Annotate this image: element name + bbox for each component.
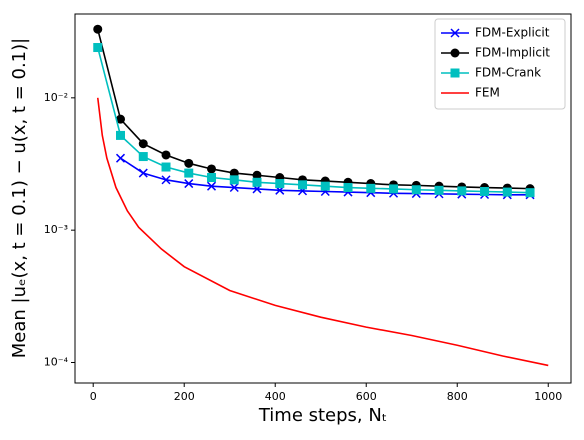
legend-label: FDM-Explicit [475,26,550,40]
marker-square [320,181,330,191]
marker-circle [93,24,103,34]
marker-x [229,182,239,193]
x-tick-label: 1000 [534,390,562,403]
marker-square [502,187,512,197]
x-tick-label: 600 [356,390,377,403]
legend-label: FDM-Crank [475,66,541,80]
x-axis-label: Time steps, Nₜ [258,405,387,426]
y-tick-label: 10⁻² [44,91,68,104]
marker-square [138,152,148,162]
marker-x [161,175,171,185]
marker-circle [161,150,171,160]
x-tick-label: 200 [174,390,195,403]
marker-x [184,179,194,189]
marker-circle [450,48,460,58]
marker-circle [138,139,148,149]
marker-square [366,183,376,193]
marker-square [480,186,490,196]
marker-square [457,186,467,196]
marker-square [450,68,460,78]
plot-frame [74,13,572,384]
x-tick-label: 800 [447,390,468,403]
marker-x [206,181,217,191]
marker-square [275,179,285,189]
marker-square [207,173,217,183]
marker-x [115,153,126,163]
y-axis-label: Mean |uₑ(x, t = 0.1) − u(x, t = 0.1)| [9,38,30,358]
marker-square [298,180,308,190]
marker-square [411,185,421,195]
marker-circle [184,158,194,168]
marker-square [229,175,239,185]
x-tick-label: 0 [90,390,97,403]
marker-square [252,177,262,187]
y-tick-label: 10⁻⁴ [44,356,69,369]
marker-square [184,168,194,178]
legend-box [434,18,566,110]
y-tick-label: 10⁻³ [44,223,68,236]
marker-circle [116,114,126,124]
marker-circle [252,170,262,180]
marker-square [116,130,126,140]
x-tick-label: 400 [265,390,286,403]
marker-x [138,168,148,178]
marker-square [434,185,444,195]
series-line [96,97,549,367]
marker-square [161,162,171,172]
legend-label: FDM-Implicit [475,46,550,60]
marker-x [450,28,460,38]
legend-label: FEM [475,86,500,100]
marker-circle [229,168,239,178]
marker-square [525,188,535,198]
marker-square [343,183,353,193]
marker-square [93,43,103,53]
marker-circle [207,164,217,174]
marker-square [389,184,399,194]
